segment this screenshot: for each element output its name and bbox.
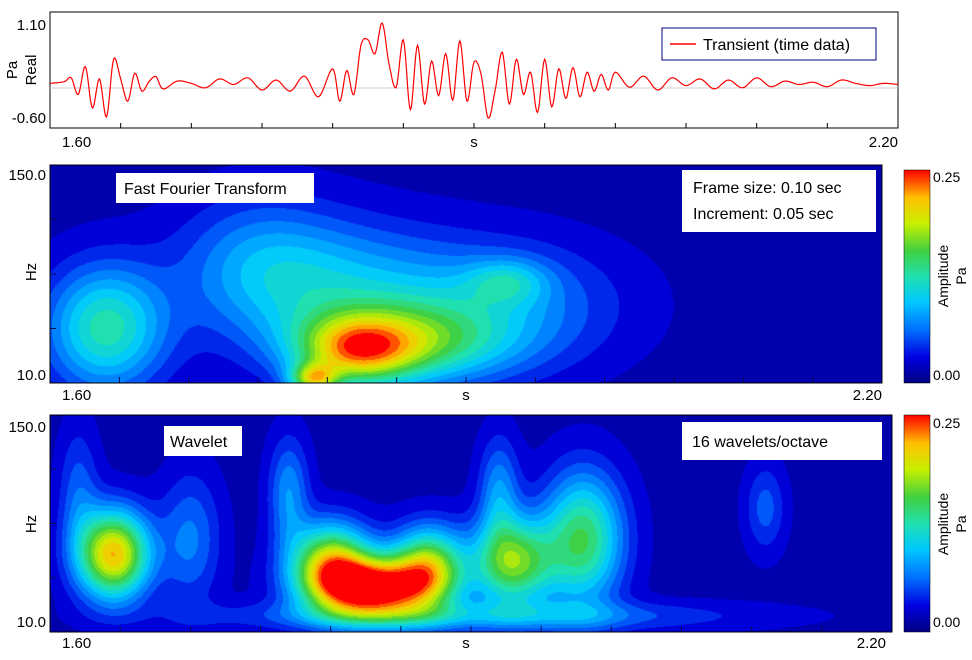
wavelet-y-axis-label: Hz — [23, 515, 40, 533]
time-x-ticks — [120, 123, 828, 128]
series-line-transient — [50, 22, 898, 119]
legend-box — [661, 27, 877, 61]
wavelet-x-tick-left: 1.60 — [62, 635, 91, 652]
wavelet-colorbar-min: 0.00 — [933, 614, 960, 630]
wavelet-title: Wavelet — [170, 434, 228, 451]
wavelet-annotation-box — [682, 422, 882, 460]
wavelet-colorbar-label: Amplitude — [935, 493, 951, 555]
wavelet-colorbar-unit: Pa — [953, 515, 969, 532]
fft-colorbar-max: 0.25 — [933, 169, 960, 185]
fft-y-tick-top: 150.0 — [8, 167, 46, 184]
fft-annotation-increment: Increment: 0.05 sec — [693, 206, 834, 223]
wavelet-y-tick-top: 150.0 — [8, 419, 46, 436]
x-axis-label: s — [470, 134, 478, 151]
wavelet-annotation: 16 wavelets/octave — [692, 434, 828, 451]
x-tick-left: 1.60 — [62, 134, 91, 151]
fft-colorbar-min: 0.00 — [933, 367, 960, 383]
fft-grid — [50, 219, 814, 383]
time-chart: 1.10 -0.60 Pa Real 1.60 2.20 s Transient… — [4, 11, 899, 151]
fft-colorbar: 0.25 0.00 Amplitude Pa — [903, 169, 969, 384]
fft-title: Fast Fourier Transform — [124, 181, 287, 198]
legend-label: Transient (time data) — [703, 37, 850, 54]
fft-chart: 150.0 10.0 Hz 1.60 2.20 s Fast Fourier T… — [8, 164, 883, 404]
fft-colorbar-gradient — [903, 169, 931, 384]
fft-colorbar-label: Amplitude — [935, 245, 951, 307]
fft-colorbar-unit: Pa — [953, 267, 969, 284]
wavelet-y-tick-bottom: 10.0 — [17, 614, 46, 631]
fft-title-box — [116, 173, 314, 203]
wavelet-x-axis-label: s — [462, 635, 470, 652]
fft-y-axis-label: Hz — [23, 263, 40, 281]
fft-x-axis-label: s — [462, 387, 470, 404]
wavelet-colorbar-gradient — [903, 414, 931, 633]
wavelet-colorbar-max: 0.25 — [933, 415, 960, 431]
x-tick-right: 2.20 — [869, 134, 898, 151]
wavelet-grid — [50, 468, 823, 632]
y-tick-bottom: -0.60 — [12, 110, 46, 127]
fft-x-tick-right: 2.20 — [853, 387, 882, 404]
y-tick-top: 1.10 — [17, 17, 46, 34]
legend: Transient (time data) — [661, 27, 877, 61]
fft-y-tick-bottom: 10.0 — [17, 367, 46, 384]
wavelet-x-tick-right: 2.20 — [857, 635, 886, 652]
wavelet-chart: 150.0 10.0 Hz 1.60 2.20 s Wavelet 16 wav… — [8, 414, 893, 652]
wavelet-title-box — [164, 426, 242, 456]
fft-annotation-box — [682, 170, 876, 232]
y-axis-label: Real — [23, 55, 40, 86]
fft-annotation-frame-size: Frame size: 0.10 sec — [693, 180, 842, 197]
fft-x-tick-left: 1.60 — [62, 387, 91, 404]
y-axis-unit: Pa — [4, 60, 21, 79]
wavelet-colorbar: 0.25 0.00 Amplitude Pa — [903, 414, 969, 633]
